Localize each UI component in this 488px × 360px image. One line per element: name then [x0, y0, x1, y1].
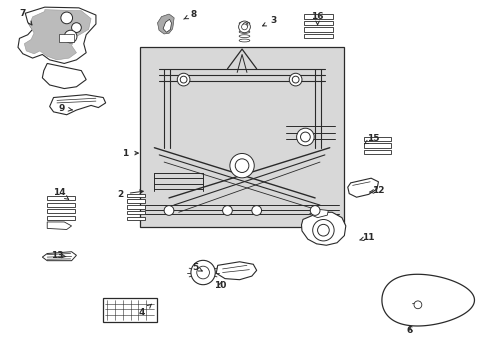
Polygon shape — [24, 10, 91, 60]
Polygon shape — [50, 95, 105, 115]
Bar — [59, 34, 74, 41]
Polygon shape — [42, 252, 76, 261]
Circle shape — [177, 73, 189, 86]
Circle shape — [64, 30, 77, 43]
Circle shape — [164, 206, 174, 215]
Circle shape — [229, 153, 254, 178]
Polygon shape — [47, 222, 71, 229]
Text: 4: 4 — [139, 304, 151, 317]
Ellipse shape — [239, 31, 249, 33]
Circle shape — [317, 224, 328, 236]
Circle shape — [190, 260, 215, 285]
Text: 6: 6 — [406, 326, 412, 335]
Text: 13: 13 — [51, 251, 66, 260]
Bar — [363, 150, 390, 154]
Circle shape — [309, 206, 319, 215]
Bar — [126, 217, 145, 220]
Text: 7: 7 — [20, 9, 32, 25]
Circle shape — [251, 206, 261, 215]
Bar — [103, 298, 157, 321]
Bar — [47, 203, 75, 207]
Bar — [126, 194, 145, 197]
Circle shape — [235, 159, 248, 172]
Ellipse shape — [239, 26, 249, 29]
Bar — [363, 143, 390, 148]
Circle shape — [312, 220, 333, 241]
Bar — [47, 196, 75, 201]
Bar — [363, 137, 390, 141]
Text: 14: 14 — [53, 188, 68, 199]
Text: 9: 9 — [59, 104, 72, 113]
Polygon shape — [216, 262, 256, 280]
Bar — [126, 199, 145, 203]
Bar — [304, 27, 332, 32]
Text: 15: 15 — [364, 134, 379, 144]
Circle shape — [222, 206, 232, 215]
Bar — [47, 216, 75, 220]
Polygon shape — [158, 14, 174, 34]
Bar — [304, 14, 332, 19]
Circle shape — [296, 128, 313, 146]
Ellipse shape — [239, 35, 249, 38]
Circle shape — [289, 73, 302, 86]
Text: 2: 2 — [117, 190, 143, 199]
Polygon shape — [308, 210, 327, 218]
Bar — [140, 47, 344, 226]
Circle shape — [196, 266, 209, 279]
Bar — [126, 205, 145, 209]
Text: ⌀: ⌀ — [241, 20, 247, 30]
Polygon shape — [158, 14, 174, 34]
Ellipse shape — [239, 22, 249, 25]
Text: 8: 8 — [183, 10, 196, 19]
Circle shape — [241, 24, 247, 30]
Polygon shape — [381, 274, 473, 326]
Text: 10: 10 — [214, 281, 226, 290]
Bar — [304, 34, 332, 38]
Text: 16: 16 — [311, 12, 323, 25]
Circle shape — [238, 21, 250, 33]
Polygon shape — [163, 19, 171, 32]
Text: 11: 11 — [359, 233, 374, 242]
Polygon shape — [42, 63, 86, 89]
Circle shape — [300, 132, 309, 142]
Polygon shape — [301, 212, 345, 245]
Circle shape — [61, 12, 72, 24]
Text: 1: 1 — [122, 149, 138, 158]
Text: 3: 3 — [262, 16, 276, 26]
Text: 5: 5 — [192, 264, 202, 273]
Circle shape — [180, 76, 186, 83]
Polygon shape — [18, 7, 96, 63]
Circle shape — [292, 76, 299, 83]
Ellipse shape — [239, 39, 249, 42]
Bar — [304, 21, 332, 25]
Circle shape — [413, 301, 421, 309]
Circle shape — [71, 23, 81, 32]
Bar — [126, 211, 145, 215]
Bar — [47, 209, 75, 213]
Text: 12: 12 — [368, 186, 384, 195]
Polygon shape — [347, 178, 378, 197]
